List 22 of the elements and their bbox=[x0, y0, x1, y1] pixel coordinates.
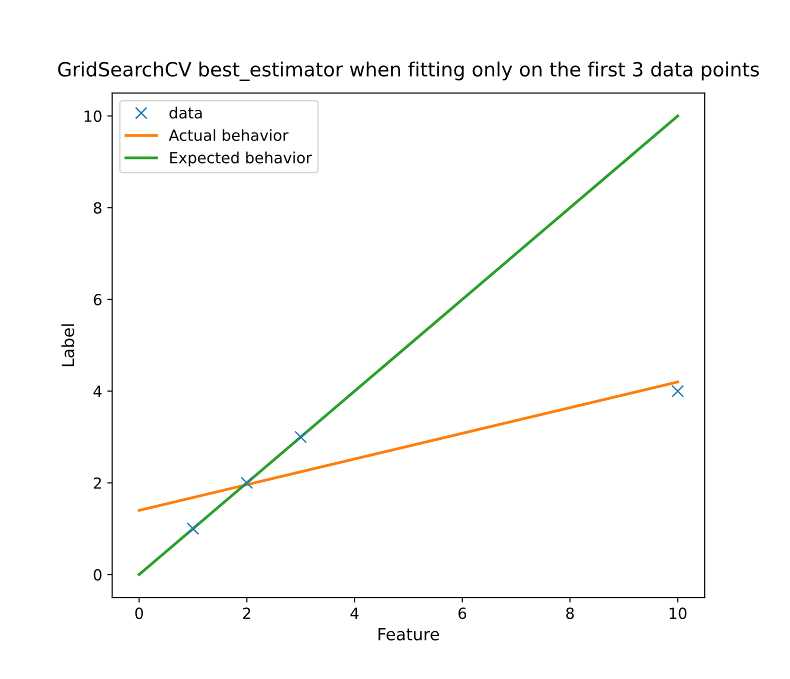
x-tick-label: 4 bbox=[350, 608, 359, 619]
point bbox=[294, 430, 307, 444]
x-tick-label: 2 bbox=[243, 608, 250, 619]
point bbox=[672, 384, 684, 398]
legend-label: data bbox=[170, 106, 202, 119]
x-tick-label: 0 bbox=[135, 608, 143, 620]
x-tick-label: 6 bbox=[458, 608, 466, 620]
legend-label: Expected behavior bbox=[170, 152, 312, 166]
legend-label: Actual behavior bbox=[168, 129, 288, 142]
y-tick-label: 10 bbox=[84, 110, 102, 122]
chart-title: GridSearchCV best_estimator when fitting only on the first 3 data points bbox=[58, 62, 759, 81]
y-tick-label: 8 bbox=[94, 202, 102, 214]
x-tick-label: 10 bbox=[670, 608, 686, 620]
x-axis-title: Feature bbox=[378, 628, 440, 640]
y-tick-label: 6 bbox=[94, 294, 102, 306]
y-axis-title: Label bbox=[61, 324, 74, 366]
y-tick-label: 0 bbox=[94, 569, 102, 581]
point bbox=[240, 476, 254, 490]
y-tick-label: 4 bbox=[93, 386, 102, 397]
y-tick-label: 2 bbox=[94, 477, 101, 489]
point bbox=[186, 522, 200, 535]
x-tick-label: 8 bbox=[566, 608, 574, 620]
